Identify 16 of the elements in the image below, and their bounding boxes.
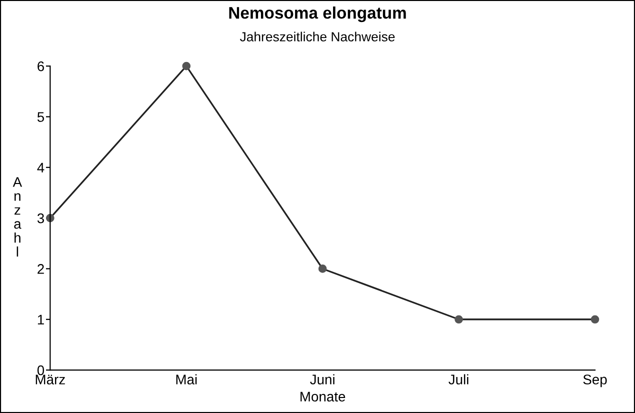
x-tick-label: Mai bbox=[176, 374, 197, 384]
y-tick-label: 6 bbox=[38, 61, 44, 72]
x-tick-label: März bbox=[36, 374, 65, 384]
y-tick-label: 5 bbox=[37, 112, 44, 122]
chart-subtitle: Jahreszeitliche Nachweise bbox=[240, 32, 395, 42]
y-axis-title: Anzahl bbox=[12, 177, 22, 257]
y-tick-label: 2 bbox=[38, 264, 44, 274]
x-tick-label: Juni bbox=[310, 374, 334, 384]
x-tick-label: Juli bbox=[448, 374, 468, 384]
chart-title: Nemosoma elongatum bbox=[229, 6, 406, 22]
y-tick-label: 3 bbox=[37, 213, 44, 224]
y-tick-label: 1 bbox=[38, 314, 44, 324]
y-tick-label: 0 bbox=[37, 365, 44, 376]
x-tick-label: Sep bbox=[583, 374, 607, 388]
x-axis-title: Monate bbox=[300, 392, 346, 402]
y-tick-label: 4 bbox=[37, 162, 44, 172]
